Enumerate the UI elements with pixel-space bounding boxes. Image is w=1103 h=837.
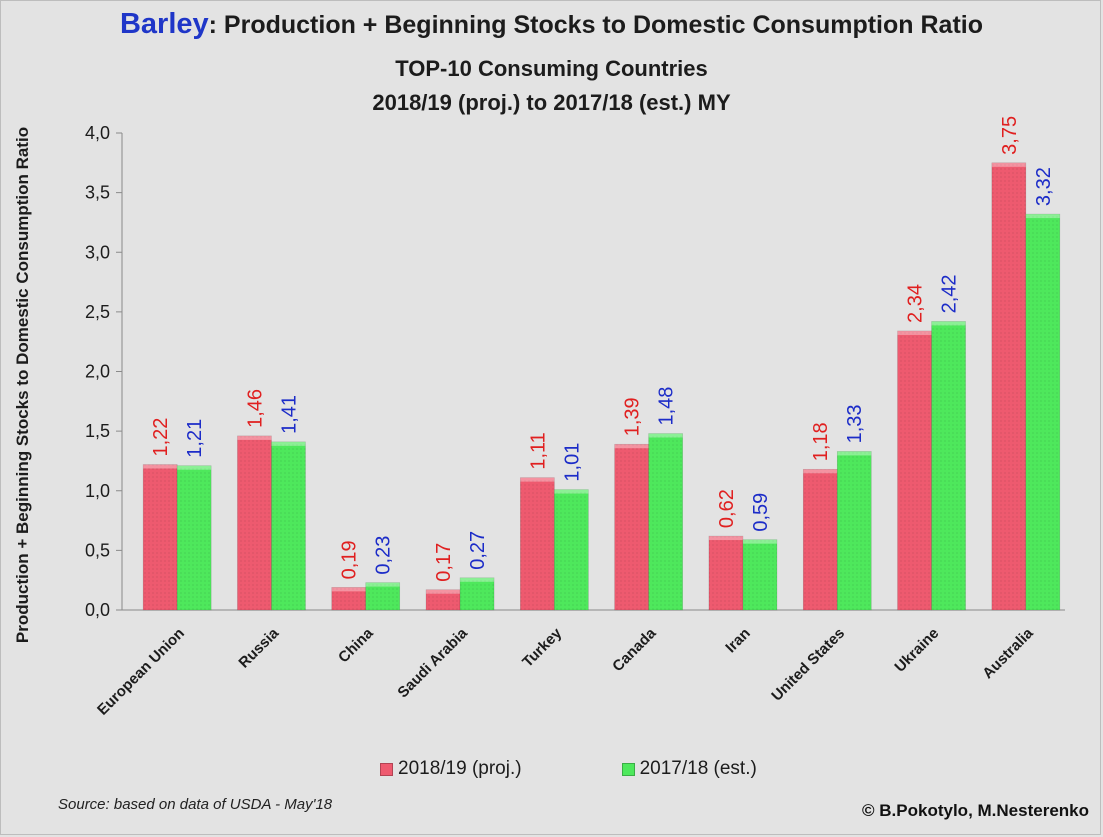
bar-texture bbox=[614, 444, 649, 610]
y-tick-label: 3,0 bbox=[85, 242, 110, 262]
bar-texture bbox=[931, 321, 966, 610]
legend-item-series-2: 2017/18 (est.) bbox=[621, 758, 757, 780]
chart-subtitle-1: TOP-10 Consuming Countries bbox=[395, 56, 708, 81]
title-highlight: Barley bbox=[119, 8, 209, 40]
data-label-series-1: 3,75 bbox=[999, 116, 1021, 155]
bar-texture bbox=[177, 465, 212, 610]
data-label-series-1: 1,46 bbox=[244, 389, 266, 428]
data-label-series-1: 2,34 bbox=[905, 284, 927, 323]
legend-swatch-series-1 bbox=[380, 762, 393, 776]
data-label-series-2: 3,32 bbox=[1033, 167, 1055, 206]
y-tick-label: 4,0 bbox=[85, 123, 110, 143]
bar-highlight bbox=[614, 444, 649, 449]
chart-title: Barley: Production + Beginning Stocks to… bbox=[0, 8, 1103, 41]
bar-texture bbox=[460, 577, 495, 610]
bar-highlight bbox=[803, 469, 838, 474]
bar-texture bbox=[237, 435, 272, 610]
bar-highlight bbox=[460, 577, 495, 582]
bar-texture bbox=[331, 587, 366, 610]
x-tick-label: Canada bbox=[609, 624, 660, 675]
bar-highlight bbox=[931, 321, 966, 326]
x-tick-label: Ukraine bbox=[891, 625, 942, 676]
bar-texture bbox=[708, 536, 743, 610]
bar-highlight bbox=[365, 582, 400, 587]
data-label-series-2: 1,01 bbox=[561, 443, 583, 482]
data-label-series-1: 1,11 bbox=[527, 432, 549, 469]
bar-highlight bbox=[237, 435, 272, 440]
y-tick-label: 2,5 bbox=[85, 302, 110, 322]
copyright: © B.Pokotylo, M.Nesterenko bbox=[862, 801, 1089, 820]
bar-highlight bbox=[143, 464, 178, 469]
legend-label-series-2: 2017/18 (est.) bbox=[639, 758, 757, 779]
bar-texture bbox=[1025, 214, 1060, 610]
legend-item-series-1: 2018/19 (proj.) bbox=[380, 758, 522, 780]
x-tick-label: Australia bbox=[979, 624, 1037, 682]
data-label-series-2: 1,48 bbox=[656, 387, 678, 426]
data-label-series-2: 1,33 bbox=[844, 404, 866, 443]
legend: 2018/19 (proj.) 2017/18 (est.) bbox=[380, 758, 757, 780]
bar-highlight bbox=[520, 477, 555, 482]
bar-texture bbox=[991, 162, 1026, 610]
bar-texture bbox=[520, 477, 555, 610]
bar-highlight bbox=[271, 441, 306, 446]
bar-highlight bbox=[837, 451, 872, 456]
data-label-series-1: 1,18 bbox=[810, 422, 832, 461]
data-label-series-2: 0,59 bbox=[750, 493, 772, 532]
data-label-series-2: 0,23 bbox=[373, 536, 395, 575]
chart-subtitle-2: 2018/19 (proj.) to 2017/18 (est.) MY bbox=[372, 90, 731, 115]
x-tick-label: Iran bbox=[722, 625, 753, 656]
bar-texture bbox=[426, 589, 461, 610]
y-tick-label: 1,5 bbox=[85, 421, 110, 441]
y-tick-label: 3,5 bbox=[85, 183, 110, 203]
data-label-series-1: 1,22 bbox=[150, 418, 172, 457]
bar-highlight bbox=[177, 465, 212, 470]
bar-texture bbox=[271, 441, 306, 610]
bar-highlight bbox=[742, 539, 777, 544]
source-note: Source: based on data of USDA - May'18 bbox=[58, 796, 333, 813]
data-label-series-1: 0,19 bbox=[339, 540, 361, 579]
bar-highlight bbox=[1025, 214, 1060, 219]
x-tick-label: Turkey bbox=[519, 624, 565, 670]
bar-texture bbox=[554, 489, 589, 610]
x-tick-label: Saudi Arabia bbox=[394, 624, 471, 701]
bar-highlight bbox=[991, 162, 1026, 167]
legend-swatch-series-2 bbox=[621, 762, 635, 776]
bar-texture bbox=[143, 464, 178, 610]
bar-texture bbox=[365, 582, 400, 610]
x-tick-label: China bbox=[335, 624, 377, 666]
title-rest: : Production + Beginning Stocks to Domes… bbox=[208, 11, 983, 39]
data-label-series-1: 1,39 bbox=[622, 397, 644, 436]
y-tick-label: 0,5 bbox=[85, 540, 110, 560]
x-tick-label: United States bbox=[768, 625, 848, 705]
y-tick-label: 2,0 bbox=[85, 362, 110, 382]
y-tick-label: 0,0 bbox=[85, 600, 110, 620]
bar-texture bbox=[742, 539, 777, 610]
data-label-series-2: 1,41 bbox=[278, 395, 300, 434]
bar-highlight bbox=[648, 433, 683, 438]
data-label-series-1: 0,17 bbox=[433, 543, 455, 582]
bar-texture bbox=[837, 451, 872, 610]
legend-label-series-1: 2018/19 (proj.) bbox=[398, 758, 522, 779]
x-tick-label: European Union bbox=[94, 625, 188, 719]
bar-highlight bbox=[426, 589, 461, 594]
x-tick-label: Russia bbox=[235, 624, 282, 671]
bar-highlight bbox=[708, 536, 743, 541]
data-label-series-2: 2,42 bbox=[939, 274, 961, 313]
bar-texture bbox=[897, 330, 932, 610]
bar-texture bbox=[803, 469, 838, 610]
data-label-series-2: 1,21 bbox=[184, 419, 206, 458]
data-label-series-1: 0,62 bbox=[716, 489, 738, 528]
y-tick-label: 1,0 bbox=[85, 481, 110, 501]
data-label-series-2: 0,27 bbox=[467, 531, 489, 570]
bar-highlight bbox=[554, 489, 589, 494]
bar-texture bbox=[648, 433, 683, 610]
bar-highlight bbox=[897, 330, 932, 335]
bar-highlight bbox=[331, 587, 366, 592]
